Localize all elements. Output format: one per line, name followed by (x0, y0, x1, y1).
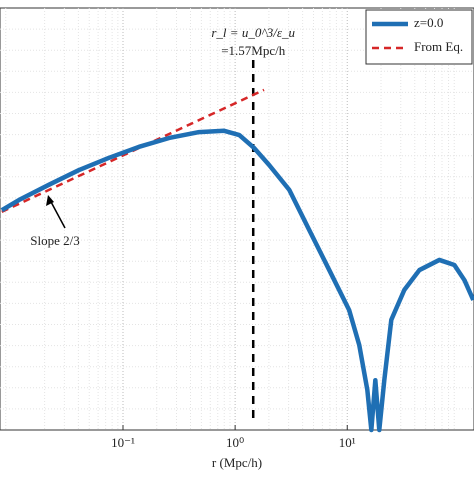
vline-label: =1.57Mpc/h (221, 43, 286, 58)
legend-box (365, 9, 473, 65)
arrow (49, 199, 66, 229)
legend-label: From Eq. (414, 39, 463, 54)
vline-label: r_l = u_0^3/ε_u (211, 25, 295, 40)
series-line (0, 128, 474, 433)
x-tick-label: 10⁰ (226, 435, 244, 450)
x-axis-label: r (Mpc/h) (212, 455, 262, 470)
x-tick-label: 10¹ (339, 435, 356, 450)
x-tick-label: 10⁻¹ (111, 435, 135, 450)
legend-label: z=0.0 (414, 15, 443, 30)
arrowhead (46, 195, 54, 206)
annotation: Slope 2/3 (30, 233, 79, 248)
